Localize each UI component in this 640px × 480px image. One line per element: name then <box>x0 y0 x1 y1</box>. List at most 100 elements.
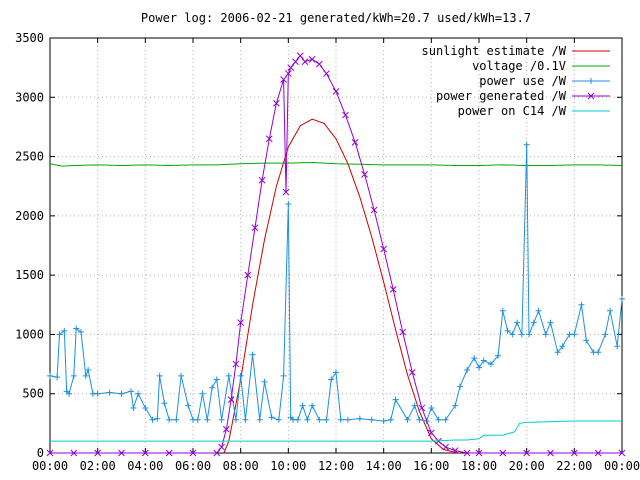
data-point-power-3 <box>282 188 290 196</box>
data-point-power-3 <box>594 449 602 457</box>
data-point-power-2 <box>82 372 89 379</box>
y-tick-label: 1000 <box>15 327 44 341</box>
data-point-power-3 <box>408 369 416 376</box>
series-line-power-4 <box>50 420 622 442</box>
y-tick-label: 2000 <box>15 209 44 223</box>
data-point-power-2 <box>316 416 323 423</box>
data-point-power-2 <box>380 417 387 424</box>
legend-marker <box>588 78 594 84</box>
data-point-power-2 <box>595 349 602 356</box>
x-tick-label: 18:00 <box>461 459 497 473</box>
data-point-power-2 <box>304 416 311 423</box>
data-point-power-2 <box>614 343 621 350</box>
data-point-power-2 <box>242 416 249 423</box>
data-point-power-2 <box>504 327 511 334</box>
data-point-power-2 <box>471 355 478 362</box>
x-tick-label: 02:00 <box>80 459 116 473</box>
data-point-power-2 <box>554 349 561 356</box>
data-point-power-2 <box>328 376 335 383</box>
data-point-power-2 <box>323 416 330 423</box>
data-point-power-2 <box>54 374 61 381</box>
data-point-power-2 <box>480 357 487 364</box>
legend-marker <box>587 92 595 100</box>
data-point-power-2 <box>487 361 494 368</box>
data-point-power-3 <box>280 76 287 83</box>
data-point-power-3 <box>499 449 507 457</box>
data-point-power-3 <box>218 443 225 451</box>
data-point-power-2 <box>73 325 80 332</box>
data-point-power-2 <box>209 384 216 391</box>
data-point-power-2 <box>559 343 566 350</box>
data-point-power-2 <box>411 402 418 409</box>
data-point-power-3 <box>94 449 102 457</box>
data-point-power-2 <box>204 416 211 423</box>
data-point-power-2 <box>166 416 173 423</box>
legend-label: power use /W <box>479 74 566 88</box>
data-point-power-2 <box>514 319 521 326</box>
data-point-power-2 <box>518 331 525 338</box>
data-point-power-3 <box>361 171 368 178</box>
x-tick-label: 16:00 <box>413 459 449 473</box>
data-point-power-2 <box>476 364 482 371</box>
legend-label: power generated /W <box>436 89 567 103</box>
y-tick-label: 0 <box>37 446 44 460</box>
data-point-power-2 <box>256 416 263 423</box>
data-point-power-2 <box>66 390 73 397</box>
data-point-power-2 <box>232 416 239 423</box>
data-point-power-3 <box>70 449 78 457</box>
data-point-power-2 <box>523 141 530 148</box>
data-point-power-2 <box>309 402 316 409</box>
data-point-power-2 <box>583 337 590 344</box>
data-point-power-3 <box>244 271 252 279</box>
data-point-power-3 <box>118 449 125 457</box>
data-point-power-3 <box>618 449 626 457</box>
data-point-power-2 <box>456 383 463 390</box>
legend-label: sunlight estimate /W <box>422 44 567 58</box>
data-point-power-3 <box>463 449 471 457</box>
data-point-power-2 <box>280 372 287 379</box>
legend-label: power on C14 /W <box>458 104 567 118</box>
x-tick-label: 00:00 <box>604 459 640 473</box>
data-point-power-2 <box>344 416 351 423</box>
data-point-power-2 <box>499 307 506 314</box>
data-point-power-2 <box>56 331 63 338</box>
data-point-power-3 <box>475 449 483 457</box>
data-point-power-3 <box>227 396 235 403</box>
data-point-power-2 <box>237 372 244 379</box>
data-point-power-2 <box>173 416 180 423</box>
data-point-power-2 <box>404 416 411 423</box>
data-point-power-2 <box>435 416 442 423</box>
data-point-power-2 <box>249 351 256 358</box>
data-point-power-2 <box>154 415 161 422</box>
data-point-power-3 <box>523 449 531 457</box>
plot-frame <box>49 37 623 454</box>
data-point-power-2 <box>578 301 585 308</box>
data-point-power-2 <box>530 319 537 326</box>
data-point-power-3 <box>351 138 359 146</box>
data-point-power-2 <box>542 331 549 338</box>
data-point-power-2 <box>285 201 292 207</box>
y-tick-label: 3000 <box>15 90 44 104</box>
data-point-power-2 <box>333 369 339 376</box>
data-point-power-2 <box>130 404 137 411</box>
data-point-power-3 <box>284 70 292 77</box>
data-point-power-2 <box>61 327 68 334</box>
data-point-power-2 <box>118 390 125 397</box>
data-point-power-2 <box>156 372 163 379</box>
data-point-power-2 <box>213 376 220 383</box>
data-point-power-2 <box>178 372 185 379</box>
data-point-power-3 <box>389 286 397 293</box>
data-point-power-3 <box>189 449 197 457</box>
data-point-power-2 <box>416 416 423 423</box>
series-line-sunlight-0 <box>223 118 460 454</box>
data-point-power-2 <box>261 378 268 385</box>
data-point-power-3 <box>451 447 459 454</box>
data-point-power-2 <box>535 307 542 314</box>
series-line-power-2 <box>49 144 623 422</box>
data-point-power-2 <box>368 416 375 423</box>
data-point-power-3 <box>570 449 578 457</box>
series-line-voltage-1 <box>49 161 623 167</box>
x-tick-label: 04:00 <box>127 459 163 473</box>
data-point-power-2 <box>149 416 156 423</box>
